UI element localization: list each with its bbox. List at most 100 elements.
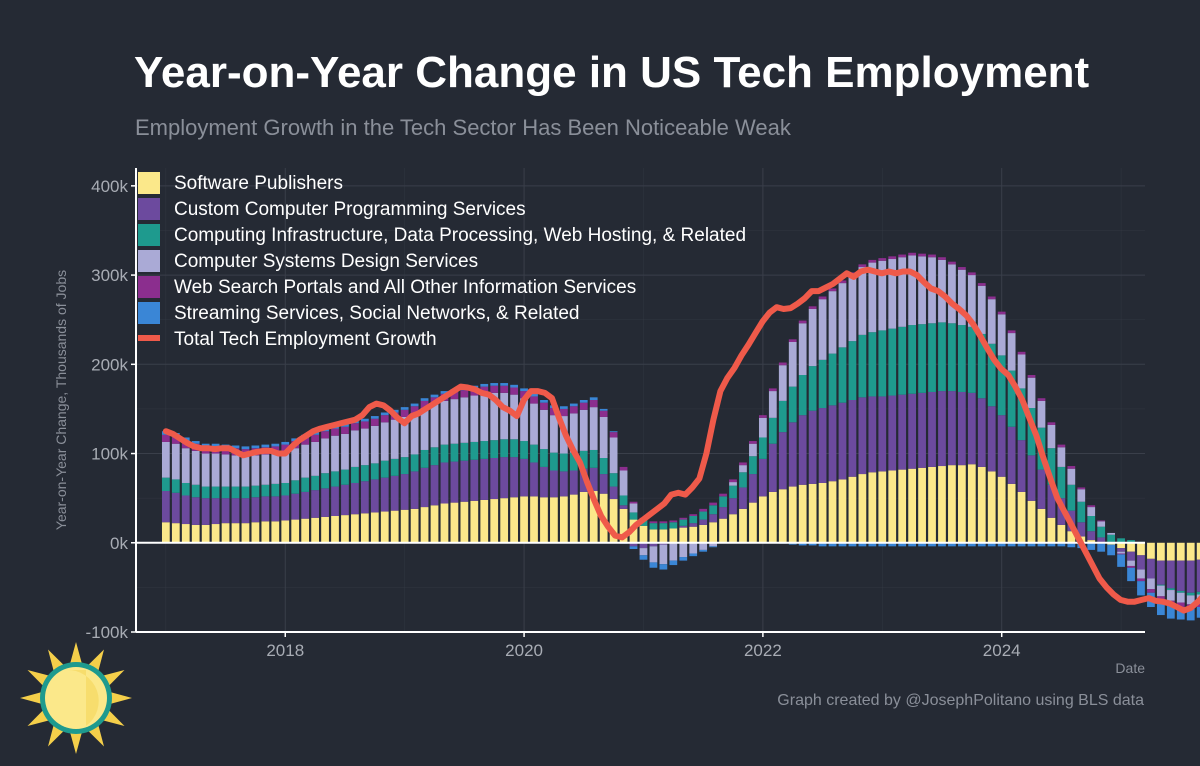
bar-infra (938, 322, 946, 392)
x-tick-label: 2020 (505, 641, 543, 660)
bar-infra (351, 466, 359, 483)
bar-custom (1157, 560, 1165, 585)
bar-streaming (420, 398, 429, 401)
bar-infra (470, 441, 479, 460)
bar-systems (291, 448, 300, 481)
bar-web (1047, 422, 1056, 425)
bar-systems (957, 269, 966, 326)
bar-custom (798, 415, 807, 485)
bar-infra (201, 486, 210, 499)
bar-infra (321, 473, 329, 489)
bar-infra (161, 477, 170, 492)
bar-web (749, 441, 757, 444)
bar-web (281, 444, 290, 452)
x-tick-label: 2018 (266, 641, 304, 660)
y-tick-label: 300k (91, 266, 128, 285)
bar-infra (928, 323, 936, 392)
bar-streaming (808, 542, 817, 546)
bar-software (987, 471, 996, 543)
bar-infra (758, 437, 767, 459)
bar-systems (878, 260, 887, 331)
bar-systems (410, 413, 419, 455)
bar-infra (191, 484, 200, 498)
bar-web (997, 311, 1006, 315)
bar-infra (450, 443, 459, 462)
bar-web (798, 320, 807, 324)
bar-streaming (868, 542, 877, 547)
bar-custom (241, 498, 250, 524)
bar-software (1186, 542, 1195, 561)
bar-web (659, 521, 668, 524)
bar-web (1057, 444, 1066, 448)
bar-streaming (838, 542, 847, 547)
bar-software (301, 518, 310, 543)
bar-infra (619, 495, 628, 506)
bar-web (699, 508, 708, 512)
bar-web (1017, 351, 1026, 355)
bar-custom (450, 461, 459, 503)
y-tick-label: 200k (91, 355, 128, 374)
bar-software (470, 500, 479, 543)
bar-systems (749, 443, 757, 457)
bar-web (520, 391, 528, 399)
bar-systems (271, 453, 280, 484)
bar-software (351, 514, 359, 543)
bar-systems (1186, 595, 1195, 605)
bar-web (1147, 589, 1155, 593)
bar-software (788, 486, 797, 543)
bar-custom (1017, 440, 1026, 492)
bar-custom (1176, 560, 1185, 591)
bar-streaming (918, 542, 926, 547)
bar-software (291, 519, 300, 543)
bar-streaming (599, 408, 608, 411)
bar-software (768, 491, 777, 543)
bar-software (848, 476, 857, 543)
bar-software (679, 527, 688, 543)
bar-web (818, 296, 827, 300)
bar-custom (510, 457, 518, 498)
bar-custom (221, 498, 230, 524)
bar-software (251, 522, 260, 543)
bar-custom (569, 470, 578, 495)
bar-web (649, 521, 658, 524)
bar-systems (550, 415, 558, 453)
bar-infra (211, 486, 220, 499)
bar-systems (211, 453, 220, 487)
bar-web (838, 280, 847, 284)
bar-systems (1037, 400, 1046, 428)
legend-label-total: Total Tech Employment Growth (174, 329, 437, 350)
bar-custom (679, 525, 688, 528)
bar-web (719, 493, 727, 497)
bar-systems (1137, 569, 1145, 579)
bar-software (241, 523, 250, 543)
bar-systems (1027, 377, 1036, 409)
bar-software (181, 524, 190, 543)
bar-infra (540, 449, 548, 467)
bar-infra (221, 486, 230, 499)
bar-software (231, 523, 240, 543)
bar-custom (520, 458, 528, 497)
bar-infra (380, 460, 389, 478)
bar-streaming (341, 424, 349, 427)
bar-systems (161, 441, 170, 478)
bar-web (370, 418, 379, 426)
bar-custom (928, 391, 936, 467)
bar-infra (1007, 370, 1016, 427)
bar-web (1027, 375, 1036, 378)
bar-streaming (231, 445, 240, 449)
bar-web (739, 462, 747, 466)
bar-software (520, 496, 528, 543)
bar-web (977, 283, 986, 286)
bar-software (609, 499, 618, 543)
bar-systems (1047, 424, 1056, 449)
bar-software (1196, 542, 1200, 560)
bar-infra (848, 341, 857, 400)
bar-web (957, 267, 966, 270)
bar-systems (321, 438, 329, 474)
bar-software (1166, 542, 1175, 561)
bar-custom (957, 391, 966, 466)
bar-systems (788, 342, 797, 387)
bar-streaming (291, 438, 300, 442)
bar-systems (221, 454, 230, 487)
bar-streaming (1137, 581, 1145, 596)
